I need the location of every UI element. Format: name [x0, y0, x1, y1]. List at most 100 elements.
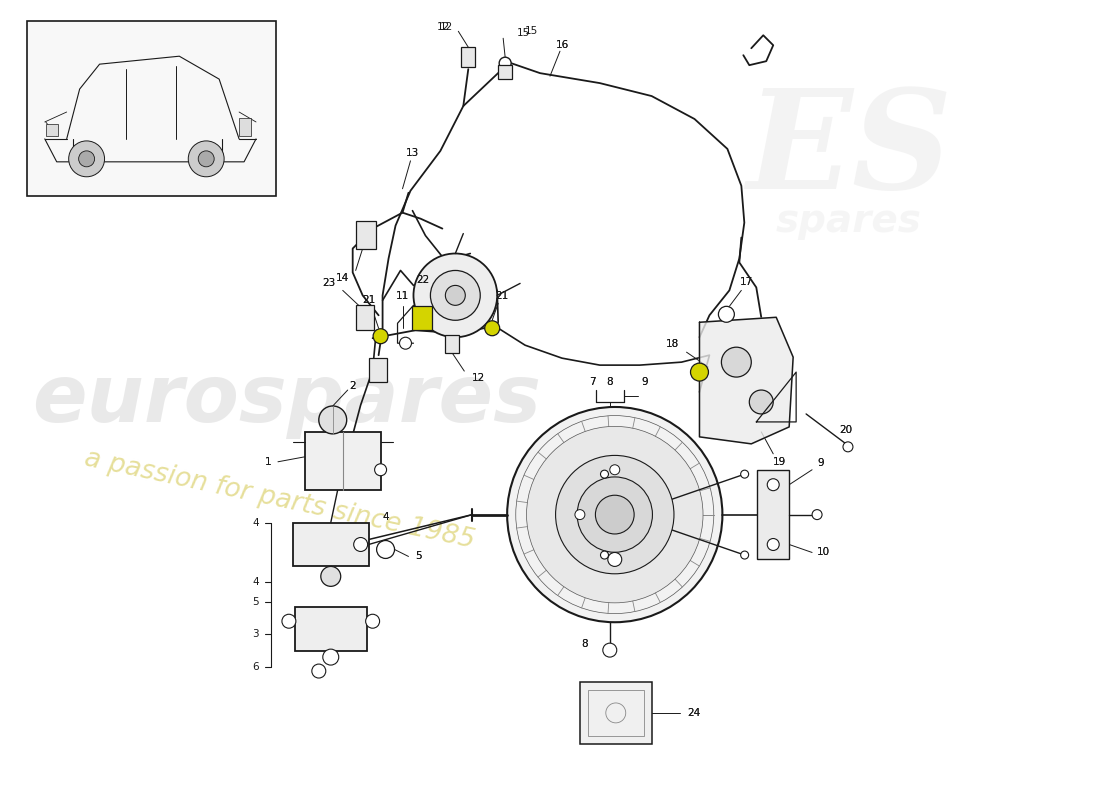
Bar: [355, 221, 375, 249]
Text: 8: 8: [582, 639, 588, 649]
Bar: [295, 607, 366, 651]
Circle shape: [718, 306, 735, 322]
Text: 4: 4: [252, 578, 258, 587]
Text: 21: 21: [362, 295, 375, 306]
Text: 20: 20: [839, 425, 853, 435]
Circle shape: [78, 151, 95, 167]
Text: 23: 23: [322, 278, 335, 289]
Text: 14: 14: [337, 274, 350, 283]
Circle shape: [319, 406, 346, 434]
Text: 9: 9: [641, 377, 648, 387]
Circle shape: [354, 538, 367, 551]
Circle shape: [430, 270, 481, 320]
Bar: [412, 306, 432, 330]
Text: eurospares: eurospares: [32, 361, 541, 439]
Circle shape: [608, 553, 622, 566]
Text: 15: 15: [525, 26, 538, 36]
Text: 18: 18: [667, 339, 680, 349]
Text: 2: 2: [350, 381, 356, 391]
Circle shape: [399, 338, 411, 349]
Text: 6: 6: [252, 662, 258, 672]
Circle shape: [556, 455, 674, 574]
Bar: [446, 335, 460, 353]
Text: 13: 13: [406, 148, 419, 158]
Text: 12: 12: [472, 373, 485, 383]
Text: 10: 10: [817, 547, 830, 558]
Bar: [368, 358, 386, 382]
Circle shape: [485, 321, 499, 336]
Text: 21: 21: [495, 291, 509, 302]
Circle shape: [188, 141, 224, 177]
Text: 7: 7: [590, 377, 596, 387]
Circle shape: [322, 649, 339, 665]
Text: 12: 12: [437, 22, 450, 32]
Text: 9: 9: [817, 458, 824, 468]
Text: 17: 17: [739, 278, 752, 287]
Text: 1: 1: [264, 457, 271, 466]
Text: 8: 8: [606, 377, 613, 387]
Text: 17: 17: [739, 278, 752, 287]
Circle shape: [767, 478, 779, 490]
Circle shape: [740, 551, 749, 559]
Bar: [26, 22, 276, 196]
Text: 16: 16: [556, 40, 569, 50]
Text: 19: 19: [772, 457, 785, 466]
Text: 5: 5: [416, 551, 422, 562]
Text: 19: 19: [772, 457, 785, 466]
Bar: [461, 47, 475, 67]
Bar: [46, 124, 57, 136]
Circle shape: [321, 566, 341, 586]
Circle shape: [414, 254, 497, 338]
Text: 12: 12: [440, 22, 453, 32]
Circle shape: [603, 643, 617, 657]
Text: 10: 10: [817, 547, 830, 558]
Circle shape: [740, 470, 749, 478]
Circle shape: [812, 510, 822, 519]
Circle shape: [722, 347, 751, 377]
Circle shape: [609, 465, 619, 474]
Circle shape: [311, 664, 326, 678]
Text: 5: 5: [252, 598, 258, 607]
Text: 4: 4: [252, 518, 258, 527]
Bar: [757, 470, 789, 559]
Circle shape: [375, 464, 386, 476]
Circle shape: [373, 329, 388, 344]
Circle shape: [499, 57, 512, 69]
Text: 22: 22: [416, 275, 429, 286]
Bar: [239, 118, 251, 136]
Text: 4: 4: [383, 511, 389, 522]
Text: 21: 21: [495, 291, 509, 302]
Bar: [580, 682, 651, 744]
Text: ES: ES: [746, 84, 952, 218]
Circle shape: [365, 614, 380, 628]
Bar: [293, 522, 368, 566]
Text: 16: 16: [556, 40, 569, 50]
Circle shape: [376, 541, 395, 558]
Text: 5: 5: [416, 551, 422, 562]
Circle shape: [749, 390, 773, 414]
Text: 18: 18: [667, 339, 680, 349]
Text: 7: 7: [590, 377, 596, 387]
Text: 21: 21: [362, 295, 375, 306]
Circle shape: [595, 495, 634, 534]
Circle shape: [282, 614, 296, 628]
Text: 8: 8: [582, 639, 588, 649]
Text: 24: 24: [688, 708, 701, 718]
Bar: [355, 306, 374, 330]
Text: 13: 13: [406, 148, 419, 158]
Circle shape: [446, 286, 465, 306]
Text: a passion for parts since 1985: a passion for parts since 1985: [81, 446, 476, 554]
Text: 8: 8: [606, 377, 613, 387]
Text: 2: 2: [350, 381, 356, 391]
Text: 3: 3: [252, 629, 258, 639]
Text: 4: 4: [383, 511, 389, 522]
Circle shape: [198, 151, 214, 167]
Circle shape: [601, 551, 608, 559]
Bar: [305, 432, 381, 490]
Bar: [498, 65, 513, 79]
Text: spares: spares: [776, 202, 922, 240]
Text: 9: 9: [641, 377, 648, 387]
Bar: [587, 690, 643, 736]
Circle shape: [601, 470, 608, 478]
Circle shape: [575, 510, 585, 519]
